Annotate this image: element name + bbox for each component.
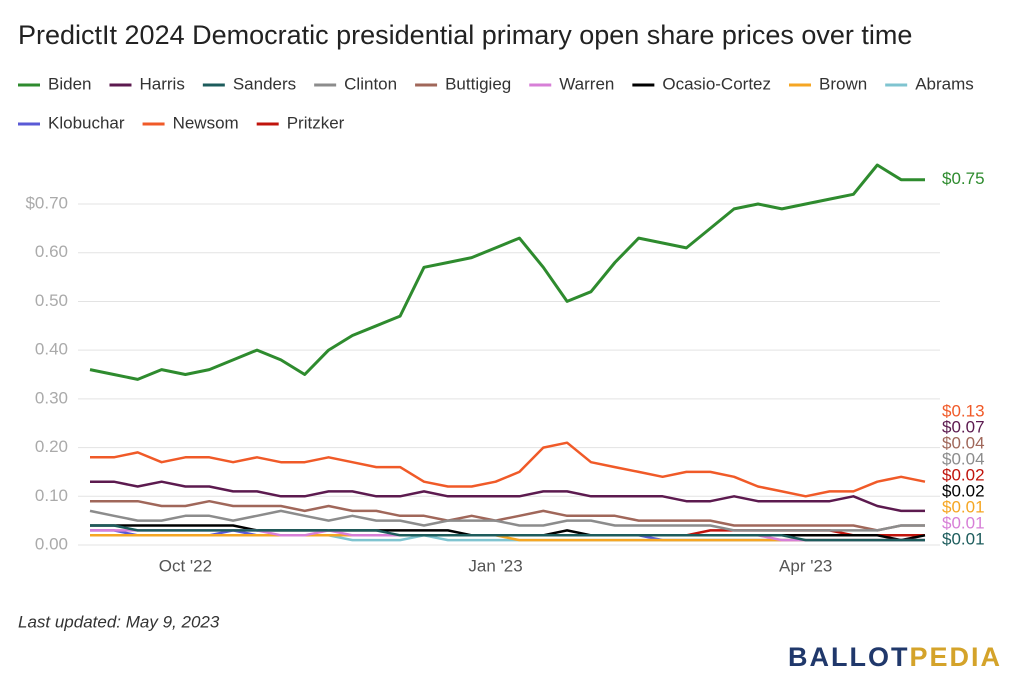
series-line: [89, 509, 925, 532]
y-tick-label: 0.00: [35, 534, 68, 553]
series-line: [89, 163, 925, 381]
legend-label: Sanders: [233, 74, 296, 93]
legend-label: Pritzker: [287, 113, 345, 132]
series-line: [90, 524, 925, 542]
legend-label: Newsom: [173, 113, 239, 132]
y-tick-label: 0.20: [35, 437, 68, 456]
end-label: $0.13: [942, 402, 985, 421]
y-tick-label: $0.70: [25, 193, 68, 212]
legend-label: Biden: [48, 74, 91, 93]
legend-label: Ocasio-Cortez: [662, 74, 771, 93]
end-label: $0.02: [942, 482, 985, 501]
legend-label: Abrams: [915, 74, 974, 93]
end-label: $0.02: [942, 466, 985, 485]
logo: BALLOTPEDIA: [788, 642, 1002, 672]
series-line: [90, 441, 926, 498]
series-line: [90, 499, 925, 532]
end-label: $0.04: [942, 450, 985, 469]
x-tick-label: Oct '22: [159, 556, 212, 575]
y-tick-label: 0.10: [35, 486, 68, 505]
end-label: $0.01: [942, 498, 985, 517]
logo-part: BALLOT: [788, 642, 909, 672]
series-line: [90, 480, 925, 513]
y-tick-label: 0.40: [35, 340, 68, 359]
end-label: $0.75: [942, 169, 985, 188]
y-tick-label: 0.60: [35, 242, 68, 261]
legend-label: Warren: [559, 74, 614, 93]
y-tick-label: 0.50: [35, 291, 68, 310]
legend-label: Harris: [139, 74, 184, 93]
end-label: $0.01: [942, 530, 985, 549]
x-tick-label: Apr '23: [779, 556, 832, 575]
legend-label: Klobuchar: [48, 113, 125, 132]
end-label: $0.01: [942, 514, 985, 533]
end-label: $0.07: [942, 418, 985, 437]
x-tick-label: Jan '23: [468, 556, 522, 575]
y-tick-label: 0.30: [35, 388, 68, 407]
footnote: Last updated: May 9, 2023: [18, 612, 220, 631]
legend-label: Clinton: [344, 74, 397, 93]
chart-title: PredictIt 2024 Democratic presidential p…: [18, 20, 912, 50]
logo-part: PEDIA: [909, 642, 1002, 672]
end-label: $0.04: [942, 434, 985, 453]
legend-label: Buttigieg: [445, 74, 511, 93]
legend-label: Brown: [819, 74, 867, 93]
